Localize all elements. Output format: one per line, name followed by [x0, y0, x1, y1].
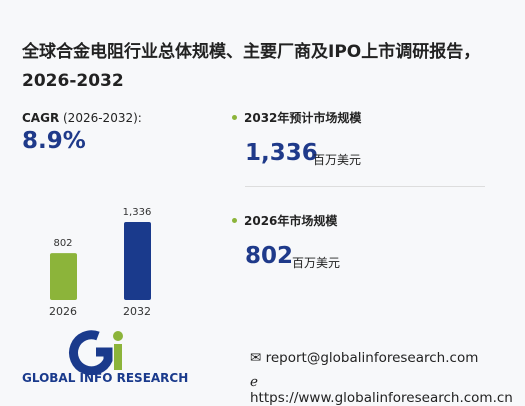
stat-label: 2032年预计市场规模: [244, 111, 362, 125]
stat-label: 2026年市场规模: [244, 214, 338, 228]
bar: [124, 222, 151, 300]
website: ℯ https://www.globalinforesearch.com.cn: [250, 374, 513, 406]
website-text: https://www.globalinforesearch.com.cn: [250, 390, 513, 406]
value-label: 1,336: [123, 207, 152, 218]
email: ✉ report@globalinforesearch.com: [250, 350, 479, 366]
x-tick-label: 2032: [123, 305, 151, 318]
cagr: CAGR: [22, 111, 60, 125]
separator: [245, 186, 485, 187]
cagr-value: 8.9%: [22, 128, 86, 154]
chart: 802 2026 1,336 2032: [49, 207, 152, 318]
cagr-label: CAGR (2026-2032):: [22, 111, 142, 125]
stat-value: 802: [245, 243, 294, 269]
logo-text: GLOBAL INFO RESEARCH: [22, 371, 189, 385]
stat-value: 1,336: [245, 140, 318, 166]
value-label: 802: [53, 238, 72, 249]
bar: [50, 253, 77, 300]
x-tick-label: 2026: [49, 305, 77, 318]
stat-unit: 百万美元: [313, 153, 362, 167]
email-text: report@globalinforesearch.com: [265, 350, 479, 366]
bullet: [232, 218, 237, 223]
stat-unit: 百万美元: [292, 256, 341, 270]
logo-icon: [69, 330, 123, 375]
cagr-period: (2026-2032):: [59, 111, 142, 125]
bullet: [232, 115, 237, 120]
title: 全球合金电阻行业总体规模、主要厂商及IPO上市调研报告，2026-2032: [22, 42, 481, 91]
